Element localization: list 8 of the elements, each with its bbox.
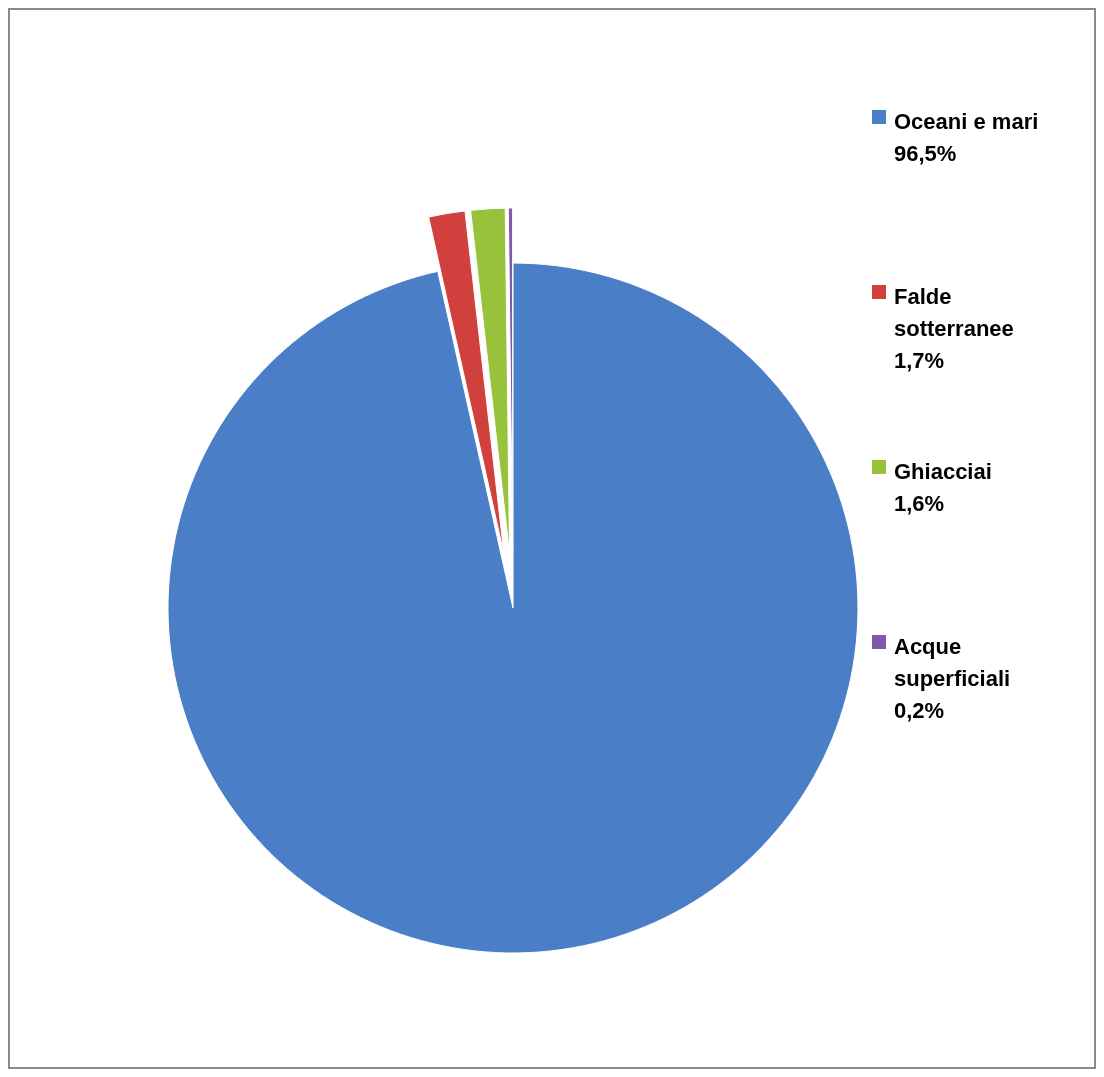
legend-label: Ghiacciai (894, 458, 992, 484)
data-label: 1,6% (894, 490, 945, 516)
data-label: 96,5% (894, 140, 957, 166)
legend-label: Acque superficiali (894, 633, 1011, 691)
data-label: 1,7% (894, 347, 945, 373)
data-label: 0,2% (894, 697, 945, 723)
legend-label: Falde sotterranee (894, 283, 1014, 341)
legend-label: Oceani e mari (894, 108, 1039, 134)
